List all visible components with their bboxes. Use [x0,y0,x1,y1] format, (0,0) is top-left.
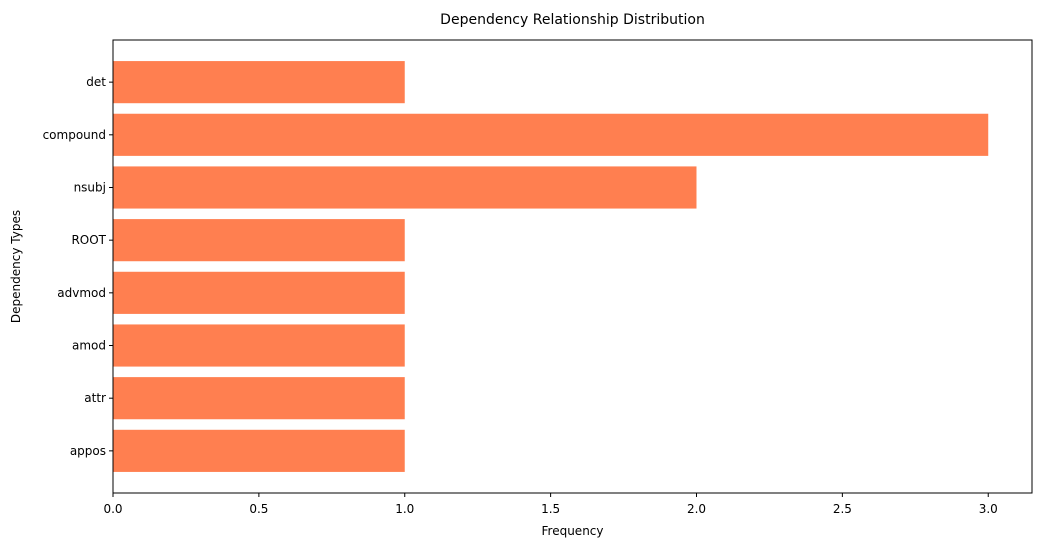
x-tick-label: 3.0 [979,502,998,516]
plot-frame [112,39,1033,494]
x-tick-label: 2.5 [833,502,852,516]
y-tick-label: compound [43,128,106,142]
bar-det [113,61,405,104]
x-axis-ticks: 0.0 0.5 1.0 1.5 2.0 2.5 3.0 [103,493,998,516]
bar-nsubj [113,166,697,209]
bar-attr [113,377,405,420]
x-tick-label: 1.5 [541,502,560,516]
bar-compound [113,113,989,156]
y-tick-label: ROOT [71,233,106,247]
y-tick-label: appos [70,444,106,458]
x-tick-label: 0.0 [103,502,122,516]
x-axis-label: Frequency [542,524,604,538]
y-tick-label: nsubj [74,180,106,194]
y-axis-label: Dependency Types [9,210,23,323]
x-tick-label: 0.5 [249,502,268,516]
bars-group [113,61,989,472]
y-tick-label: amod [72,339,106,353]
y-axis-ticks: det compound nsubj ROOT advmod amod attr appos [43,75,113,458]
chart-title: Dependency Relationship Distribution [440,12,705,28]
bar-appos [113,429,405,472]
y-tick-label: advmod [57,286,106,300]
bar-advmod [113,271,405,314]
y-tick-label: attr [84,391,106,405]
x-tick-label: 1.0 [395,502,414,516]
bar-root [113,219,405,262]
y-tick-label: det [86,75,106,89]
x-tick-label: 2.0 [687,502,706,516]
bar-amod [113,324,405,367]
